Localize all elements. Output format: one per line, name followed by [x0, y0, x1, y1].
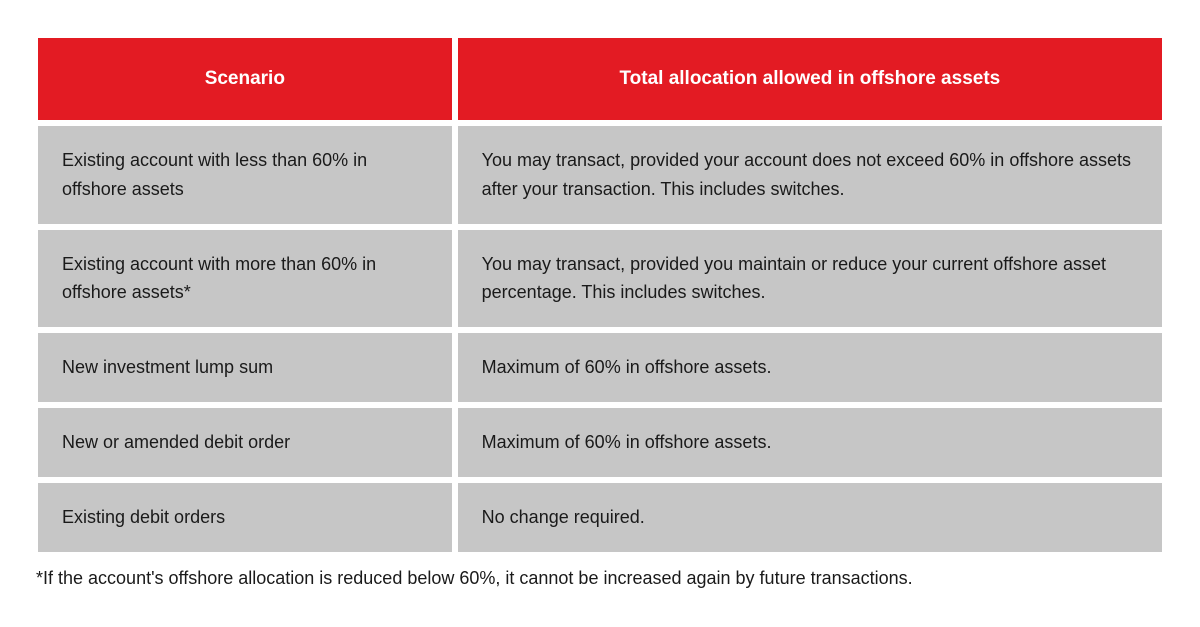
table-body: Existing account with less than 60% in o…	[38, 126, 1162, 552]
cell-scenario: Existing account with more than 60% in o…	[38, 230, 452, 328]
cell-scenario: Existing account with less than 60% in o…	[38, 126, 452, 224]
cell-allocation: No change required.	[458, 483, 1162, 552]
cell-scenario: New or amended debit order	[38, 408, 452, 477]
header-allocation: Total allocation allowed in offshore ass…	[458, 38, 1162, 120]
table-row: New or amended debit order Maximum of 60…	[38, 408, 1162, 477]
table-row: Existing account with more than 60% in o…	[38, 230, 1162, 328]
cell-allocation: You may transact, provided your account …	[458, 126, 1162, 224]
footnote: *If the account's offshore allocation is…	[32, 568, 1168, 589]
table-header-row: Scenario Total allocation allowed in off…	[38, 38, 1162, 120]
cell-scenario: New investment lump sum	[38, 333, 452, 402]
cell-allocation: Maximum of 60% in offshore assets.	[458, 333, 1162, 402]
cell-allocation: You may transact, provided you maintain …	[458, 230, 1162, 328]
table-row: Existing debit orders No change required…	[38, 483, 1162, 552]
allocation-table: Scenario Total allocation allowed in off…	[32, 32, 1168, 558]
table-row: New investment lump sum Maximum of 60% i…	[38, 333, 1162, 402]
table-row: Existing account with less than 60% in o…	[38, 126, 1162, 224]
cell-allocation: Maximum of 60% in offshore assets.	[458, 408, 1162, 477]
header-scenario: Scenario	[38, 38, 452, 120]
cell-scenario: Existing debit orders	[38, 483, 452, 552]
